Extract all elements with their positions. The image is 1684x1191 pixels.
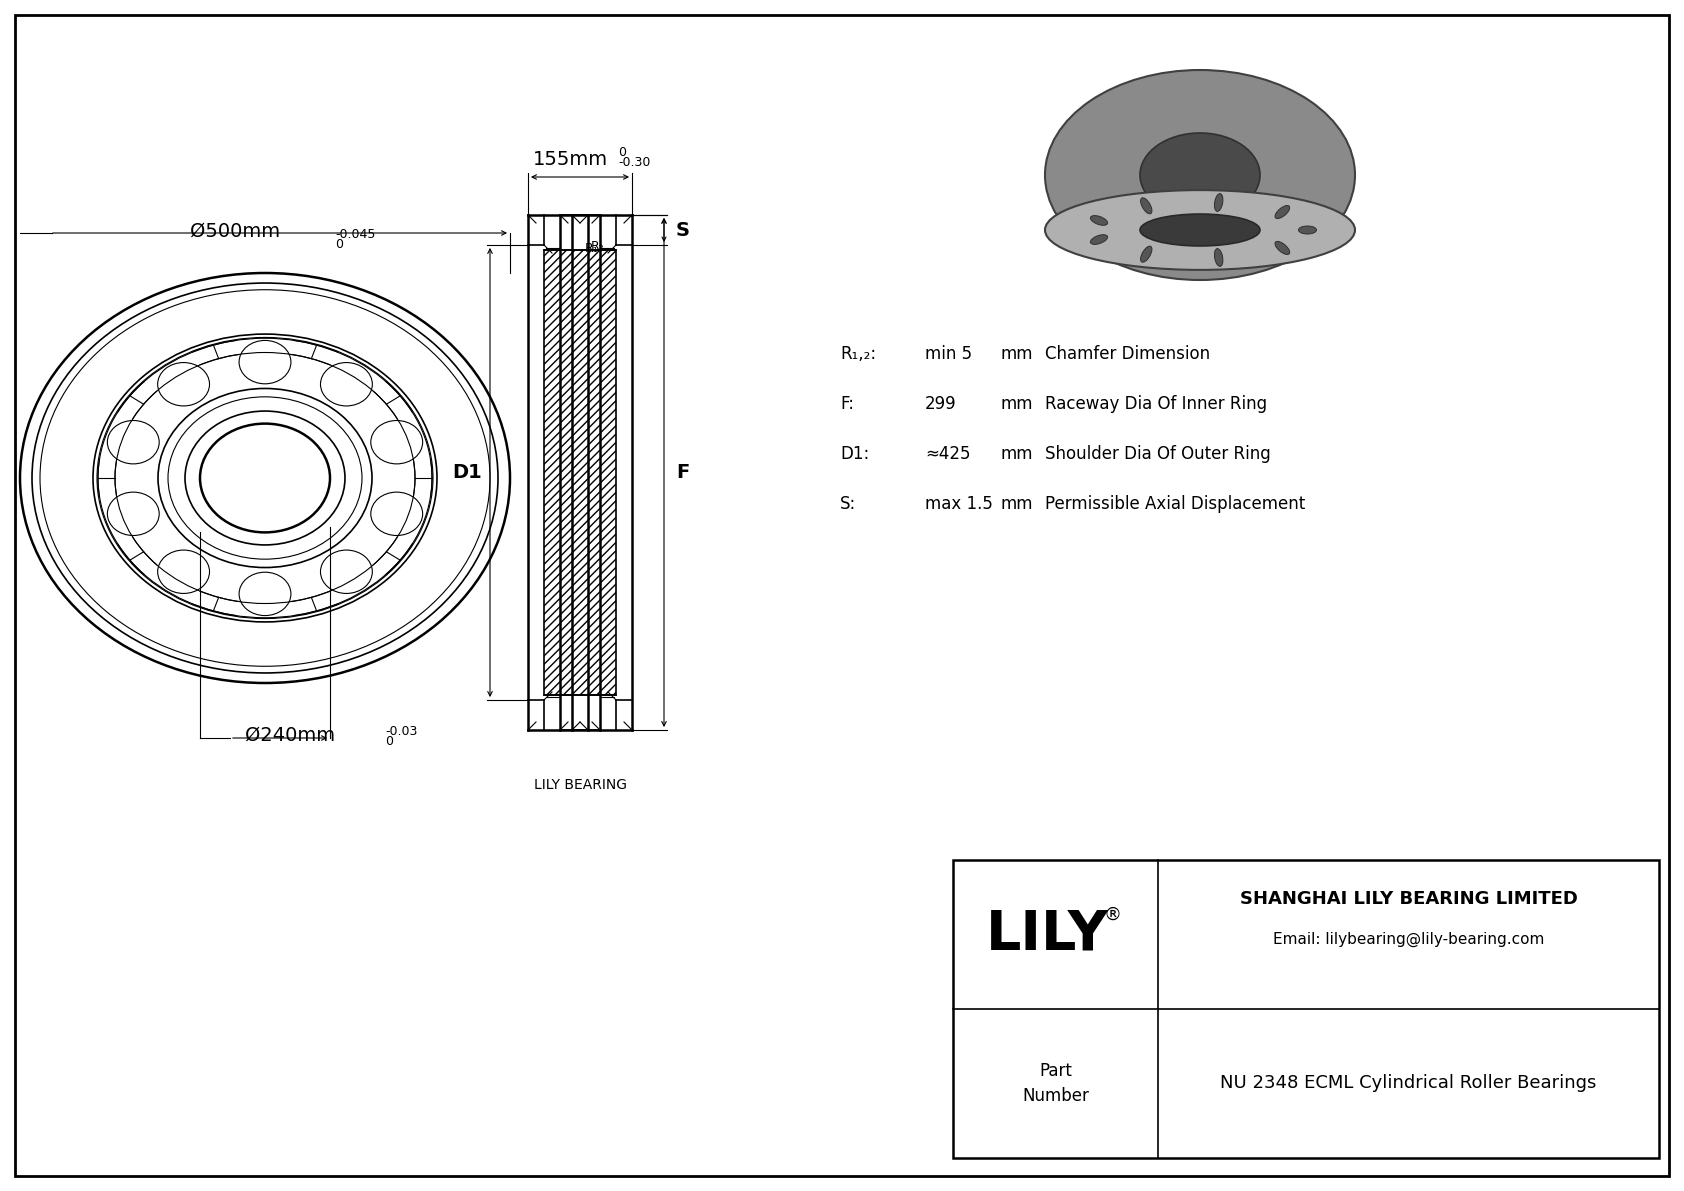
Text: -0.045: -0.045 xyxy=(335,227,376,241)
Ellipse shape xyxy=(1140,133,1260,217)
Text: NU 2348 ECML Cylindrical Roller Bearings: NU 2348 ECML Cylindrical Roller Bearings xyxy=(1221,1074,1596,1092)
Text: D1:: D1: xyxy=(840,445,869,463)
Bar xyxy=(544,250,616,696)
Ellipse shape xyxy=(1091,216,1108,225)
Ellipse shape xyxy=(1140,158,1260,192)
Ellipse shape xyxy=(1046,191,1356,270)
Text: F:: F: xyxy=(840,395,854,413)
Text: -0.03: -0.03 xyxy=(386,725,418,738)
Text: 0: 0 xyxy=(335,238,344,251)
Ellipse shape xyxy=(1275,206,1290,219)
Text: ®: ® xyxy=(1103,905,1122,923)
Text: 155mm: 155mm xyxy=(532,150,608,169)
Text: R₂: R₂ xyxy=(591,241,605,252)
Ellipse shape xyxy=(1046,133,1356,217)
Ellipse shape xyxy=(1214,194,1223,211)
Text: Email: lilybearing@lily-bearing.com: Email: lilybearing@lily-bearing.com xyxy=(1273,933,1544,947)
Ellipse shape xyxy=(1046,70,1356,280)
Text: ≈425: ≈425 xyxy=(925,445,970,463)
Text: 0: 0 xyxy=(386,735,392,748)
Ellipse shape xyxy=(1140,198,1152,214)
Text: LILY BEARING: LILY BEARING xyxy=(534,778,626,792)
Text: 299: 299 xyxy=(925,395,957,413)
Text: F: F xyxy=(675,463,689,482)
Text: mm: mm xyxy=(1000,345,1032,363)
Ellipse shape xyxy=(1298,226,1317,233)
Text: mm: mm xyxy=(1000,495,1032,513)
Text: Raceway Dia Of Inner Ring: Raceway Dia Of Inner Ring xyxy=(1046,395,1266,413)
Text: Ø500mm: Ø500mm xyxy=(190,222,280,241)
Text: D1: D1 xyxy=(453,463,482,482)
Text: S:: S: xyxy=(840,495,855,513)
Text: LILY: LILY xyxy=(987,908,1110,961)
Bar xyxy=(953,860,1659,1158)
Ellipse shape xyxy=(1091,235,1108,244)
Text: R₁,₂:: R₁,₂: xyxy=(840,345,876,363)
Text: mm: mm xyxy=(1000,445,1032,463)
Ellipse shape xyxy=(1140,214,1260,247)
Text: S: S xyxy=(675,220,690,239)
Text: min 5: min 5 xyxy=(925,345,972,363)
Text: Part
Number: Part Number xyxy=(1022,1062,1090,1105)
Text: Shoulder Dia Of Outer Ring: Shoulder Dia Of Outer Ring xyxy=(1046,445,1271,463)
Text: Ø240mm: Ø240mm xyxy=(244,727,335,746)
Ellipse shape xyxy=(1140,247,1152,262)
Text: R₁: R₁ xyxy=(584,242,598,255)
Text: -0.30: -0.30 xyxy=(618,156,650,169)
Text: mm: mm xyxy=(1000,395,1032,413)
Text: Chamfer Dimension: Chamfer Dimension xyxy=(1046,345,1211,363)
Ellipse shape xyxy=(1214,249,1223,267)
Text: Permissible Axial Displacement: Permissible Axial Displacement xyxy=(1046,495,1305,513)
Text: 0: 0 xyxy=(618,146,626,160)
Text: SHANGHAI LILY BEARING LIMITED: SHANGHAI LILY BEARING LIMITED xyxy=(1239,890,1578,908)
Ellipse shape xyxy=(1275,242,1290,255)
Text: max 1.5: max 1.5 xyxy=(925,495,994,513)
